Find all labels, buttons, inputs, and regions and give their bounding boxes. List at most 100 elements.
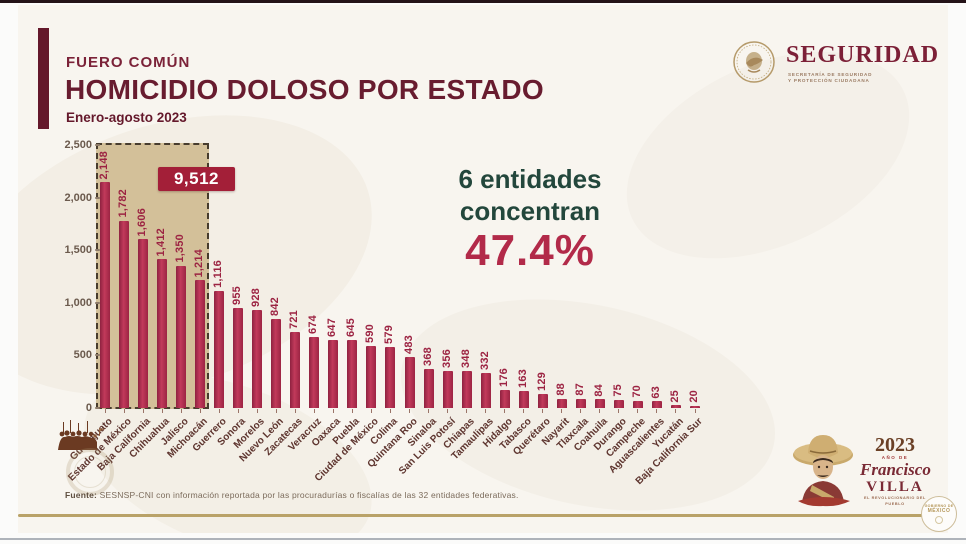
bar-guerrero: [214, 290, 225, 408]
bar-chiapas: [461, 371, 472, 408]
seguridad-wordmark: SEGURIDAD: [786, 42, 940, 68]
seguridad-subline1: SECRETARÍA DE SEGURIDAD: [788, 72, 873, 77]
bar-value-label: 955: [231, 285, 244, 305]
bar-value-label: 1,606: [136, 207, 149, 237]
bar-ciudad-de-mexico: [366, 345, 377, 408]
bar-tlaxcala: [575, 398, 586, 408]
bar-veracruz: [309, 337, 320, 408]
bar-value-label: 332: [478, 351, 491, 371]
x-axis-tick: [485, 409, 487, 413]
x-axis-tick: [123, 409, 125, 413]
bar-value-label: 483: [402, 335, 415, 355]
villa-name1: Francisco: [860, 460, 931, 479]
bar-yucatan: [670, 405, 681, 408]
y-axis-tick: [95, 196, 100, 199]
bar-value-label: 928: [250, 288, 263, 308]
y-axis-tick: [95, 354, 100, 357]
source-label: Fuente:: [65, 490, 98, 500]
seal-watermark: [66, 448, 114, 496]
revolution-figures-watermark: [58, 420, 105, 450]
y-axis-tick: [95, 301, 100, 304]
bar-value-label: 163: [516, 368, 529, 388]
bar-value-label: 129: [535, 372, 548, 392]
chart-kicker: FUERO COMÚN: [66, 54, 191, 71]
bar-value-label: 842: [269, 297, 282, 317]
bar-hidalgo: [499, 389, 510, 408]
francisco-villa-portrait-icon: [793, 435, 853, 507]
villa-tagline: EL REVOLUCIONARIO DEL PUEBLO: [864, 496, 926, 506]
y-axis-tick: [95, 407, 100, 409]
x-axis-tick: [104, 409, 106, 413]
bar-quintana-roo: [404, 357, 415, 408]
x-axis-tick: [599, 409, 601, 413]
bar-tamaulipas: [480, 373, 491, 408]
bar-baja-california-sur: [690, 405, 700, 408]
top-frame-line: [0, 0, 966, 3]
x-axis-tick: [466, 409, 468, 413]
bar-michoacan: [195, 280, 206, 408]
bar-durango: [613, 400, 624, 408]
bar-nayarit: [556, 398, 567, 408]
x-axis-tick: [370, 409, 372, 413]
bar-oaxaca: [328, 339, 339, 408]
bar-value-label: 70: [630, 385, 643, 398]
y-axis-label: 2,000: [64, 191, 92, 204]
gobierno-de-mexico-seal: GOBIERNO DE MÉXICO: [921, 496, 957, 532]
gob-seal-emblem-icon: [935, 515, 943, 524]
x-axis-tick: [142, 409, 144, 413]
francisco-villa-2023-logo: 2023 AÑO DE Francisco VILLA EL REVOLUCIO…: [790, 431, 931, 515]
callout-percent: 47.4%: [465, 226, 595, 275]
x-axis-tick: [180, 409, 182, 413]
gob-seal-line1: GOBIERNO DE: [924, 504, 954, 509]
bar-value-label: 20: [688, 390, 700, 403]
x-axis-tick: [409, 409, 411, 413]
bar-value-label: 84: [592, 383, 605, 397]
x-axis-tick: [313, 409, 315, 413]
bar-jalisco: [176, 265, 187, 408]
bar-coahuila: [594, 399, 605, 408]
x-axis-tick: [351, 409, 353, 413]
y-axis-tick: [95, 144, 100, 146]
bar-value-label: 647: [326, 317, 339, 337]
y-axis-label: 1,000: [64, 296, 92, 309]
y-axis-label: 0: [85, 402, 92, 414]
bar-sinaloa: [423, 369, 434, 408]
bar-san-luis-potosi: [442, 370, 453, 408]
villa-year: 2023: [875, 434, 915, 456]
bar-nuevo-leon: [271, 319, 282, 408]
bar-value-label: 356: [440, 348, 453, 368]
title-accent-bar: [38, 28, 49, 129]
bar-campeche: [632, 400, 643, 408]
footer-gold-line: [18, 514, 935, 517]
x-axis-tick: [656, 409, 658, 413]
x-axis-tick: [294, 409, 296, 413]
x-axis-tick: [618, 409, 620, 413]
x-axis-tick: [675, 409, 677, 413]
bar-value-label: 1,116: [212, 259, 225, 288]
x-axis-tick: [428, 409, 430, 413]
villa-logo-text: 2023 AÑO DE Francisco VILLA EL REVOLUCIO…: [860, 434, 931, 507]
bar-baja-california: [138, 239, 149, 408]
bar-guanajuato: [100, 182, 110, 408]
source-text: SESNSP-CNI con información reportada por…: [97, 490, 519, 500]
x-axis-tick: [389, 409, 391, 413]
bar-sonora: [233, 307, 244, 408]
villa-name2: VILLA: [866, 479, 924, 495]
x-axis-tick: [580, 409, 582, 413]
y-axis-label: 1,500: [64, 244, 92, 257]
x-axis-tick: [561, 409, 563, 413]
bar-queretaro: [537, 394, 548, 408]
x-axis-tick: [637, 409, 639, 413]
x-axis-tick: [199, 409, 201, 413]
eagle-seal-icon: [733, 41, 775, 83]
bar-value-label: 25: [668, 389, 681, 403]
bar-value-label: 1,214: [193, 248, 206, 278]
bar-value-label: 1,782: [117, 189, 130, 218]
x-axis-tick: [275, 409, 277, 413]
seguridad-subtitle: SECRETARÍA DE SEGURIDAD Y PROTECCIÓN CIU…: [788, 72, 872, 84]
bar-value-label: 368: [421, 347, 434, 367]
bar-estado-de-mexico: [119, 220, 130, 408]
x-axis-tick: [523, 409, 525, 413]
x-axis-tick: [237, 409, 239, 413]
